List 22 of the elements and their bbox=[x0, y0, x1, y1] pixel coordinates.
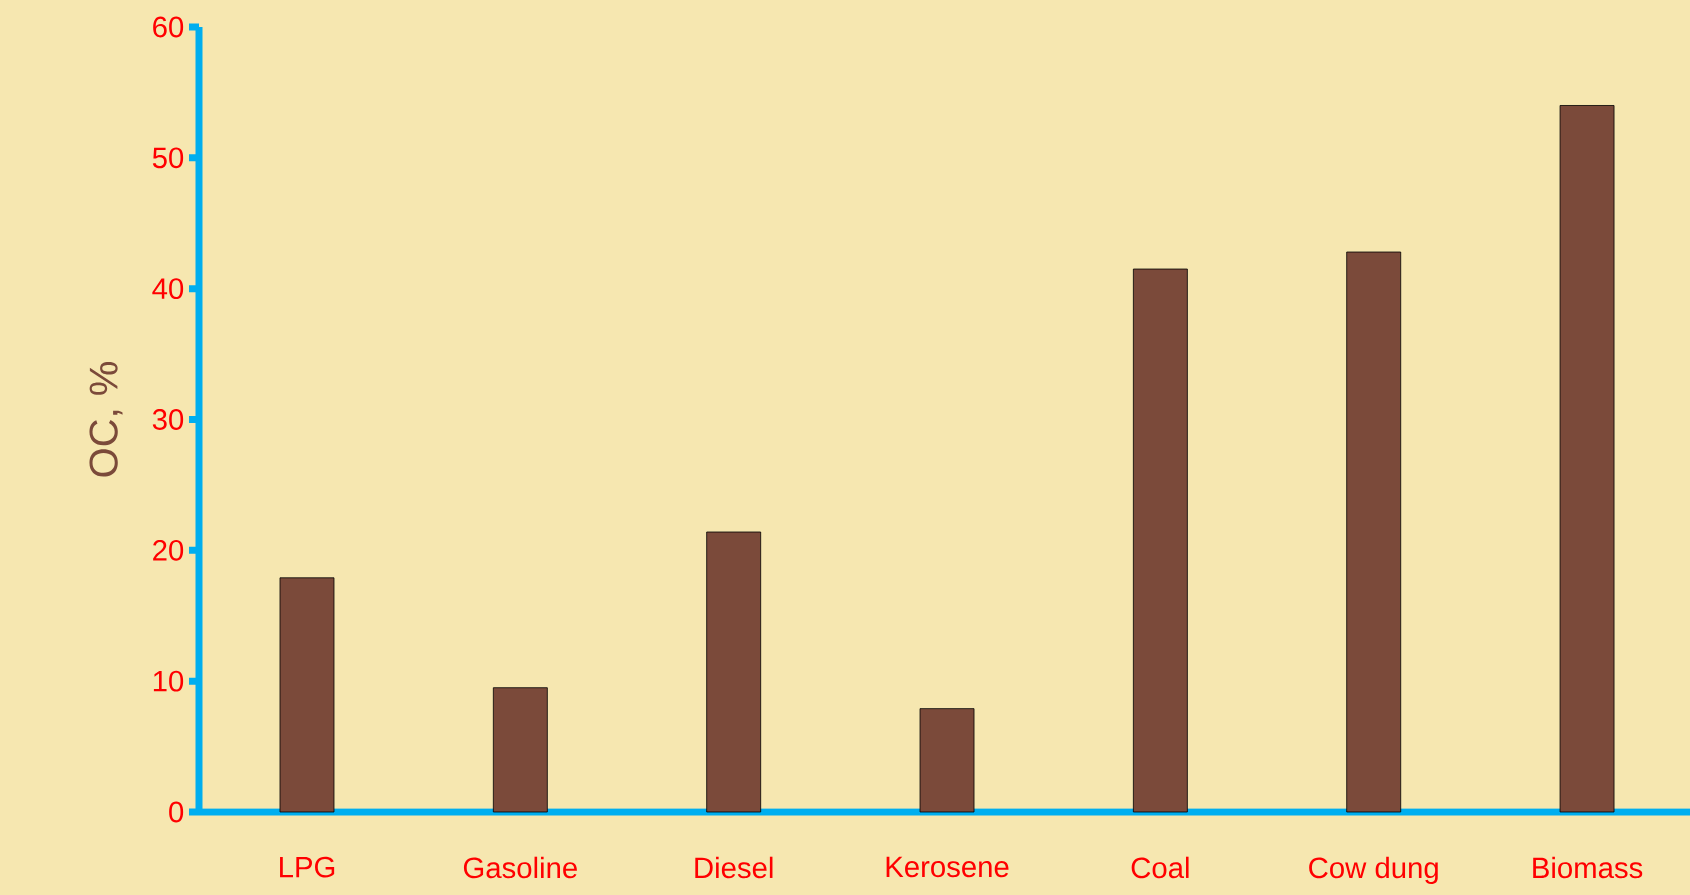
y-tick-label: 0 bbox=[169, 801, 184, 823]
x-tick-label: Biomass bbox=[1533, 856, 1643, 879]
y-axis-title: OC, % bbox=[89, 362, 123, 477]
x-tick-label: Kerosene bbox=[886, 856, 1009, 878]
bar bbox=[1132, 268, 1188, 813]
x-tick-label: Diesel bbox=[695, 856, 773, 879]
bar bbox=[492, 687, 548, 813]
x-tick-label: LPG bbox=[280, 856, 335, 878]
x-tick-label: Cow dung bbox=[1309, 856, 1438, 885]
y-tick-label: 30 bbox=[152, 409, 184, 430]
x-tick-label: Gasoline bbox=[463, 856, 577, 879]
y-tick-label: 20 bbox=[153, 539, 184, 561]
bar bbox=[706, 531, 762, 813]
bar bbox=[1346, 251, 1402, 813]
y-tick-label: 60 bbox=[153, 16, 184, 38]
bar bbox=[279, 577, 335, 813]
y-tick-label: 40 bbox=[152, 278, 184, 300]
bar bbox=[1559, 105, 1615, 813]
bar bbox=[919, 708, 975, 813]
x-tick-label: Coal bbox=[1131, 856, 1189, 879]
y-tick-label: 50 bbox=[152, 147, 184, 169]
y-tick-label: 10 bbox=[153, 670, 184, 692]
